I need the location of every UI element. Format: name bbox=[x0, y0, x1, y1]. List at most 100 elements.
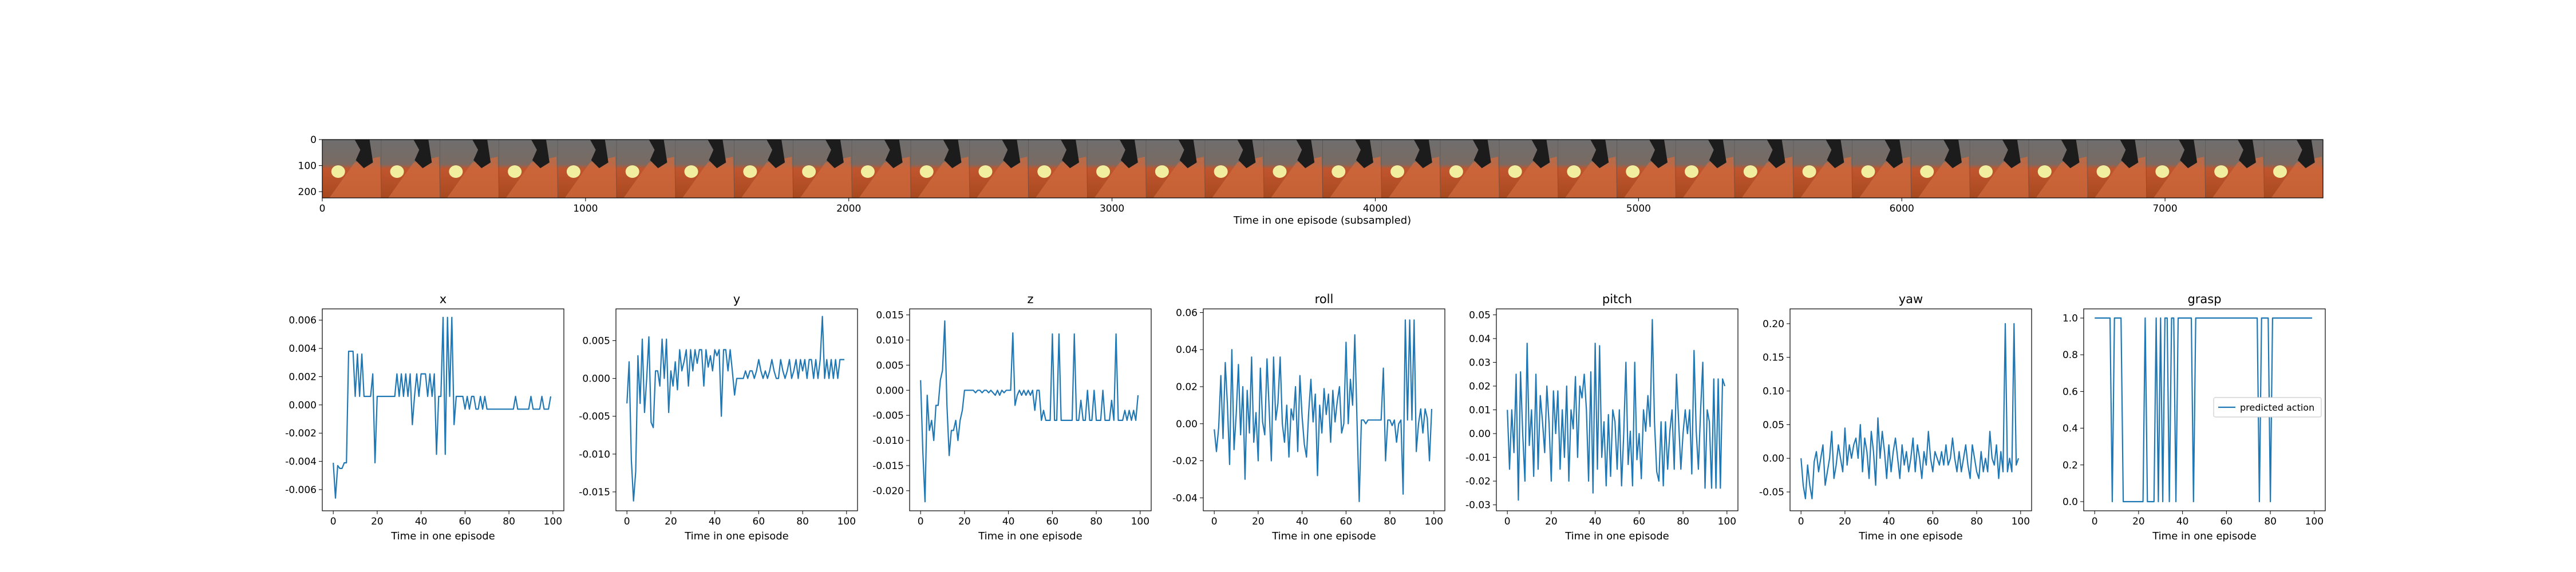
ytick-label: -0.04 bbox=[1172, 492, 1198, 504]
ytick-label: 0.8 bbox=[2063, 349, 2078, 361]
xtick-label: 100 bbox=[1425, 516, 1443, 527]
frame-ball bbox=[331, 165, 345, 178]
frame-gripper bbox=[1649, 140, 1668, 168]
ytick-label: 0.005 bbox=[582, 336, 610, 347]
frame-21 bbox=[1558, 140, 1617, 198]
frame-3 bbox=[498, 140, 558, 198]
frame-table bbox=[1388, 157, 1441, 198]
strip-ytick-label: 100 bbox=[298, 161, 317, 172]
ytick-label: -0.01 bbox=[1465, 452, 1491, 464]
strip-xtick-label: 0 bbox=[319, 203, 326, 214]
plot-frame bbox=[909, 308, 1152, 511]
ytick-label: 0.0 bbox=[2063, 496, 2078, 508]
panel-xlabel: Time in one episode bbox=[1858, 530, 1963, 542]
frame-gripper bbox=[943, 140, 962, 168]
xtick-label: 0 bbox=[330, 516, 337, 527]
xtick-label: 20 bbox=[1839, 516, 1851, 527]
frame-table bbox=[1741, 157, 1793, 198]
frame-table bbox=[1094, 157, 1147, 198]
panel-title: pitch bbox=[1602, 292, 1632, 306]
frame-32 bbox=[2205, 140, 2265, 198]
xtick-label: 80 bbox=[796, 516, 809, 527]
panel-xlabel: Time in one episode bbox=[390, 530, 495, 542]
panel-title: z bbox=[1027, 292, 1033, 306]
ytick-label: 0.4 bbox=[2063, 423, 2078, 435]
frame-table bbox=[2153, 157, 2206, 198]
ytick-label: 0.04 bbox=[1176, 344, 1198, 356]
frame-6 bbox=[675, 140, 734, 198]
xtick-label: 100 bbox=[544, 516, 562, 527]
frame-table bbox=[741, 157, 793, 198]
ytick-label: -0.03 bbox=[1465, 500, 1491, 511]
frame-table bbox=[977, 157, 1029, 198]
image-strip-x-ticks: 0 1000 2000 3000 4000 5000 6000 7000 bbox=[319, 198, 2178, 214]
frame-table bbox=[505, 157, 558, 198]
xtick-label: 0 bbox=[1504, 516, 1511, 527]
frame-ball bbox=[1155, 165, 1169, 178]
frame-table bbox=[564, 157, 617, 198]
frame-table bbox=[1212, 157, 1264, 198]
xtick-label: 100 bbox=[1718, 516, 1736, 527]
xtick-label: 20 bbox=[1545, 516, 1558, 527]
xtick-label: 60 bbox=[1633, 516, 1646, 527]
ytick-label: 0.05 bbox=[1763, 419, 1784, 431]
plot-frame bbox=[322, 308, 564, 511]
frame-gripper bbox=[1884, 140, 1903, 168]
frame-5 bbox=[616, 140, 675, 198]
frame-23 bbox=[1675, 140, 1735, 198]
frame-gripper bbox=[708, 140, 726, 168]
frame-table bbox=[2036, 157, 2088, 198]
frame-gripper bbox=[413, 140, 432, 168]
xtick-label: 0 bbox=[2092, 516, 2098, 527]
frame-table bbox=[329, 157, 381, 198]
frame-7 bbox=[734, 140, 793, 198]
ytick-label: 0.010 bbox=[876, 335, 904, 346]
xtick-label: 60 bbox=[1927, 516, 1939, 527]
frame-31 bbox=[2146, 140, 2206, 198]
frame-gripper bbox=[649, 140, 667, 168]
panel-yaw: yaw 0 20 40 60 80 100 -0.05 0.00 0.05 0.10 0.15 0.20… bbox=[1759, 292, 2032, 542]
xtick-label: 100 bbox=[2012, 516, 2030, 527]
ytick-label: 0.04 bbox=[1469, 333, 1491, 345]
ytick-label: -0.015 bbox=[872, 460, 904, 472]
frame-10 bbox=[910, 140, 970, 198]
frame-ball bbox=[625, 165, 639, 178]
panel-pitch: pitch 0 20 40 60 80 100 -0.03 -0.02 -0.01 0.00 0.01… bbox=[1465, 292, 1739, 542]
frame-gripper bbox=[1590, 140, 1609, 168]
xtick-label: 40 bbox=[1002, 516, 1015, 527]
xtick-label: 80 bbox=[1090, 516, 1103, 527]
strip-ytick-label: 200 bbox=[298, 186, 317, 198]
frame-gripper bbox=[2237, 140, 2256, 168]
frame-table bbox=[623, 157, 675, 198]
ytick-label: -0.020 bbox=[872, 486, 904, 497]
panel-grasp: grasp 0 20 40 60 80 100 0.0 0.2 0.4 0.6 0.8 1.0 Time … bbox=[2063, 292, 2326, 542]
ytick-label: 0.01 bbox=[1469, 405, 1491, 416]
xtick-label: 40 bbox=[1883, 516, 1895, 527]
strip-xtick-label: 3000 bbox=[1100, 203, 1124, 214]
strip-xtick-label: 2000 bbox=[836, 203, 861, 214]
frame-gripper bbox=[2061, 140, 2080, 168]
xtick-label: 20 bbox=[2132, 516, 2145, 527]
frame-ball bbox=[919, 165, 934, 178]
frame-ball bbox=[1626, 165, 1640, 178]
panel-roll: roll 0 20 40 60 80 100 -0.04 -0.02 0.00 0.02 0.04 0.… bbox=[1172, 292, 1445, 542]
xtick-label: 40 bbox=[1589, 516, 1602, 527]
frame-table bbox=[388, 157, 440, 198]
frame-table bbox=[1623, 157, 1676, 198]
frame-ball bbox=[390, 165, 404, 178]
frame-table bbox=[2095, 157, 2147, 198]
frame-ball bbox=[2155, 165, 2170, 178]
frame-ball bbox=[508, 165, 522, 178]
frame-table bbox=[1682, 157, 1735, 198]
xtick-label: 60 bbox=[459, 516, 472, 527]
frame-29 bbox=[2028, 140, 2088, 198]
legend: predicted action bbox=[2213, 397, 2322, 418]
frame-9 bbox=[851, 140, 911, 198]
frame-ball bbox=[1743, 165, 1757, 178]
panel-xlabel: Time in one episode bbox=[1271, 530, 1376, 542]
series-line bbox=[626, 316, 844, 502]
ytick-label: 0.005 bbox=[876, 360, 904, 371]
ytick-label: 0.00 bbox=[1469, 428, 1491, 440]
frame-table bbox=[1329, 157, 1382, 198]
ytick-label: -0.005 bbox=[579, 411, 610, 423]
